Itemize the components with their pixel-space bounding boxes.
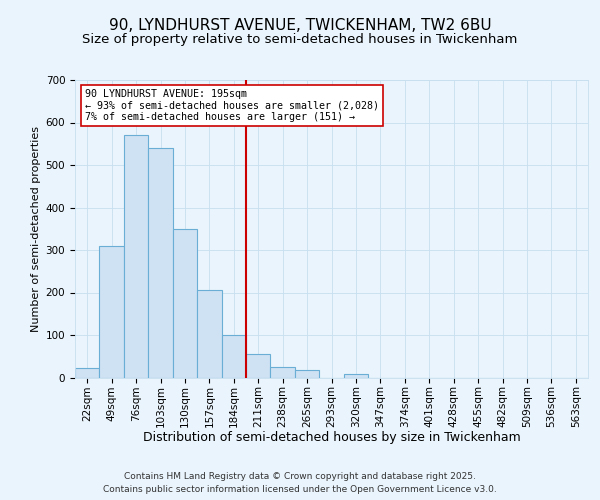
Text: 90, LYNDHURST AVENUE, TWICKENHAM, TW2 6BU: 90, LYNDHURST AVENUE, TWICKENHAM, TW2 6B… (109, 18, 491, 32)
Y-axis label: Number of semi-detached properties: Number of semi-detached properties (31, 126, 41, 332)
Bar (221, 335, 246, 378)
Bar (295, 370, 319, 378)
Bar (148, 148, 173, 378)
Text: Size of property relative to semi-detached houses in Twickenham: Size of property relative to semi-detach… (82, 32, 518, 46)
Text: Contains public sector information licensed under the Open Government Licence v3: Contains public sector information licen… (103, 485, 497, 494)
Bar (197, 290, 221, 378)
Bar (100, 246, 124, 378)
Bar (75, 368, 100, 378)
Text: Contains HM Land Registry data © Crown copyright and database right 2025.: Contains HM Land Registry data © Crown c… (124, 472, 476, 481)
Bar (344, 374, 368, 378)
X-axis label: Distribution of semi-detached houses by size in Twickenham: Distribution of semi-detached houses by … (143, 432, 520, 444)
Bar (271, 367, 295, 378)
Bar (173, 229, 197, 378)
Bar (124, 135, 148, 378)
Bar (246, 354, 271, 378)
Text: 90 LYNDHURST AVENUE: 195sqm
← 93% of semi-detached houses are smaller (2,028)
7%: 90 LYNDHURST AVENUE: 195sqm ← 93% of sem… (85, 89, 379, 122)
